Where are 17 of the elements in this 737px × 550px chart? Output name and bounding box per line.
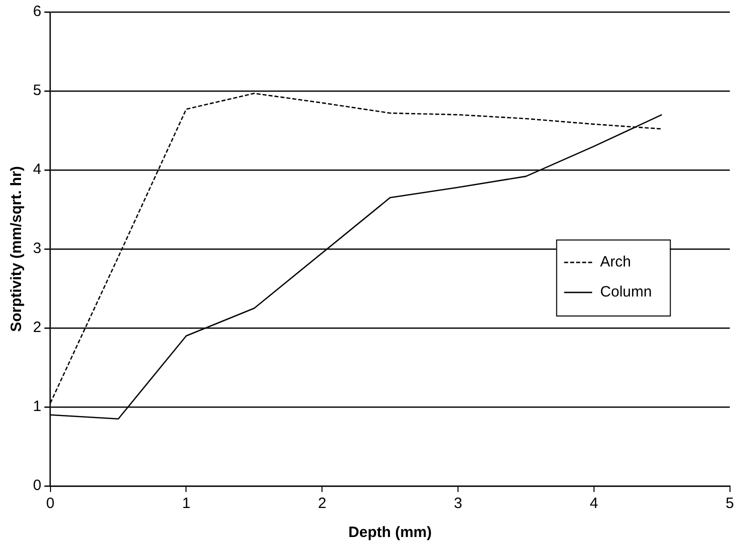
x-tick-label: 0	[46, 495, 55, 512]
x-tick-label: 4	[590, 495, 598, 512]
x-axis-title: Depth (mm)	[348, 524, 432, 542]
legend-label: Arch	[600, 254, 631, 271]
y-axis-title: Sorptivity (mm/sqrt. hr)	[8, 166, 26, 332]
x-tick-label: 1	[182, 495, 190, 512]
x-tick-label: 2	[318, 495, 326, 512]
y-tick-label: 1	[33, 398, 42, 416]
x-tick-label: 5	[726, 495, 734, 512]
y-tick-label: 5	[33, 82, 42, 100]
y-tick-label: 0	[33, 477, 42, 494]
y-tick-label: 2	[33, 319, 42, 336]
legend-label: Column	[600, 284, 652, 301]
y-tick-label: 3	[33, 240, 42, 258]
y-tick-label: 6	[33, 3, 42, 20]
x-tick-label: 3	[454, 495, 462, 512]
y-tick-label: 4	[33, 161, 42, 178]
